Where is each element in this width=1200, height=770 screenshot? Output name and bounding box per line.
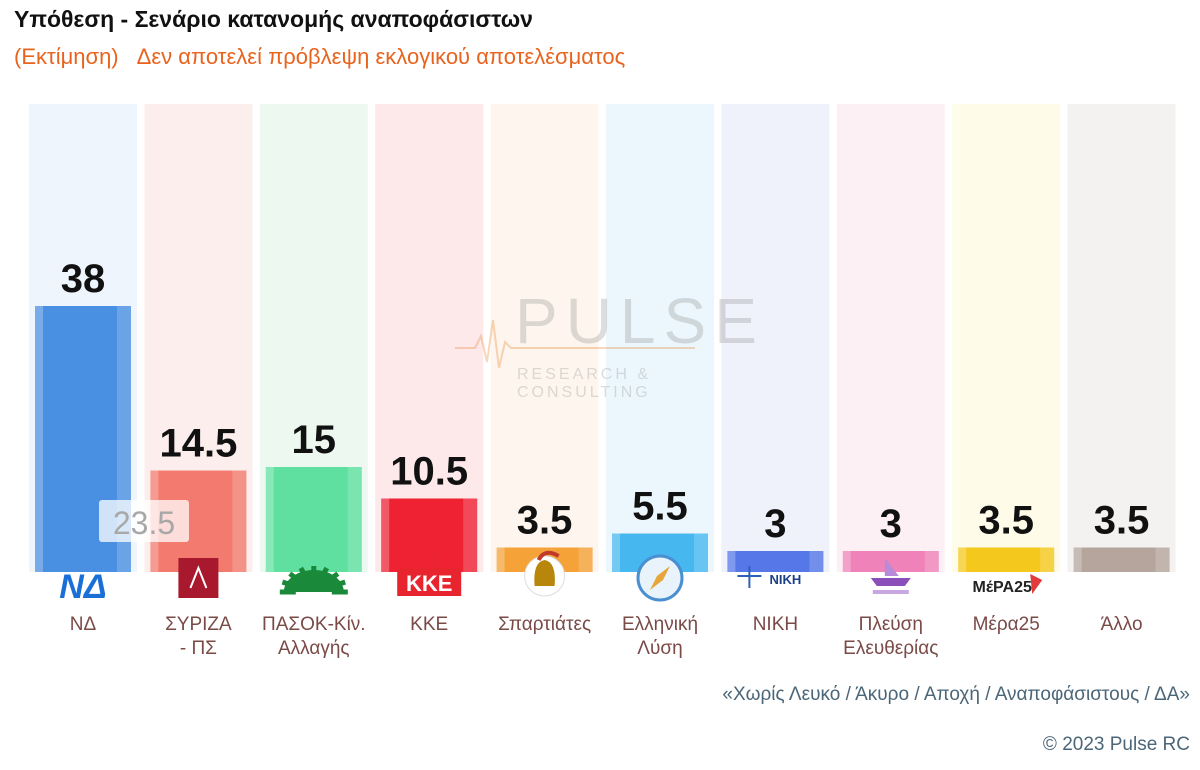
- bar-highlight: [381, 498, 390, 572]
- pasok-sun-ray: [281, 579, 298, 590]
- column-background: [375, 104, 484, 572]
- syriza-logo-mark: [189, 565, 208, 589]
- tick-label: Λύση: [637, 638, 682, 659]
- tick-label: ΠΑΣΟΚ-Κίν.: [262, 614, 366, 635]
- bar-highlight: [727, 551, 736, 572]
- bar[interactable]: [265, 467, 362, 572]
- data-label: 5.5: [632, 485, 688, 529]
- mera25-logo-text: ΜέΡΑ25: [973, 579, 1032, 596]
- syriza-logo-icon: [178, 558, 219, 598]
- kke-hammer-sickle-mark: [422, 553, 437, 567]
- bar-highlight: [958, 547, 967, 572]
- bar-highlight: [924, 551, 939, 572]
- spartan-helmet-shape: [534, 560, 555, 586]
- compass-needle: [650, 566, 670, 590]
- pasok-sun-ray: [329, 579, 346, 590]
- pasok-sun-ray: [298, 566, 310, 581]
- column-background: [952, 104, 1061, 572]
- bar-highlight: [1040, 547, 1055, 572]
- bar[interactable]: [1073, 547, 1170, 573]
- data-label: 38: [61, 257, 106, 301]
- niki-logo-icon: [737, 566, 762, 588]
- ship-sail: [884, 558, 899, 576]
- data-label: 3.5: [978, 499, 1034, 543]
- tick-label: ΝΔ: [70, 614, 97, 635]
- bar-highlight: [809, 551, 824, 572]
- bar-highlight: [232, 470, 247, 572]
- data-label: 14.5: [159, 422, 237, 466]
- tick-label: ΚΚΕ: [410, 614, 448, 635]
- data-label: 3: [880, 502, 902, 546]
- bar-highlight: [1073, 547, 1082, 572]
- spartan-helmet-crest: [536, 550, 560, 562]
- bar-highlight: [1155, 547, 1170, 572]
- bar-highlight: [578, 547, 593, 572]
- bar-highlight: [265, 467, 274, 572]
- bar-highlight: [694, 533, 708, 572]
- subtitle-estimate: (Εκτίμηση): [14, 44, 119, 69]
- niki-logo-text: ΝΙΚΗ: [770, 572, 802, 587]
- data-label: 15: [292, 418, 337, 462]
- annotation-label: 23.5: [113, 505, 175, 541]
- footnote: «Χωρίς Λευκό / Άκυρο / Αποχή / Αναποφάσι…: [722, 684, 1190, 705]
- tick-label: ΣΥΡΙΖΑ: [165, 614, 232, 635]
- tick-label: Σπαρτιάτες: [498, 614, 591, 635]
- tick-label: Ελευθερίας: [843, 638, 938, 659]
- annotation-background: [99, 500, 189, 542]
- bar-highlight: [496, 547, 505, 572]
- column-background: [490, 104, 599, 572]
- data-label: 3: [764, 502, 786, 546]
- pasok-sun-ray: [288, 571, 303, 585]
- bar-highlight: [347, 467, 362, 572]
- data-label: 10.5: [390, 450, 468, 494]
- pasok-sun-ray: [325, 571, 340, 585]
- copyright: © 2023 Pulse RC: [1042, 734, 1190, 755]
- ship-icon: [870, 578, 911, 586]
- mera25-logo-icon: [1030, 574, 1043, 594]
- bar-highlight: [612, 533, 620, 572]
- chart-subtitle: (Εκτίμηση) Δεν αποτελεί πρόβλεψη εκλογικο…: [14, 44, 643, 70]
- tick-label: Πλεύση: [859, 614, 923, 635]
- nd-logo-text: ΝΔ: [59, 568, 106, 606]
- tick-label: Αλλαγής: [278, 638, 350, 659]
- subtitle-disclaimer: Δεν αποτελεί πρόβλεψη εκλογικού αποτελέσ…: [136, 44, 626, 69]
- tick-label: ΝΙΚΗ: [753, 614, 798, 635]
- bar[interactable]: [727, 551, 824, 572]
- column-background: [721, 104, 830, 572]
- kke-logo-text: ΚΚΕ: [406, 571, 452, 596]
- bar[interactable]: [842, 551, 939, 572]
- tick-label: Ελληνική: [622, 614, 698, 635]
- tick-label: Άλλο: [1101, 614, 1143, 635]
- bar[interactable]: [958, 547, 1055, 573]
- bar[interactable]: [381, 498, 478, 573]
- pasok-sun-ray: [318, 566, 329, 581]
- kke-logo-icon: [397, 568, 462, 596]
- column-background: [1067, 104, 1176, 572]
- ship-caption-mark: [872, 590, 909, 594]
- tick-label: - ΠΣ: [180, 638, 217, 659]
- tick-label: Μέρα25: [973, 614, 1040, 635]
- data-label: 3.5: [1094, 499, 1150, 543]
- bar-highlight: [35, 306, 43, 572]
- bar-highlight: [842, 551, 851, 572]
- bar-highlight: [463, 498, 478, 572]
- data-label: 3.5: [517, 499, 573, 543]
- column-background: [836, 104, 945, 572]
- pasok-sun-icon: [283, 570, 344, 592]
- column-background: [606, 104, 714, 572]
- chart-title: Υπόθεση - Σενάριο κατανομής αναποφάσιστω…: [14, 6, 533, 32]
